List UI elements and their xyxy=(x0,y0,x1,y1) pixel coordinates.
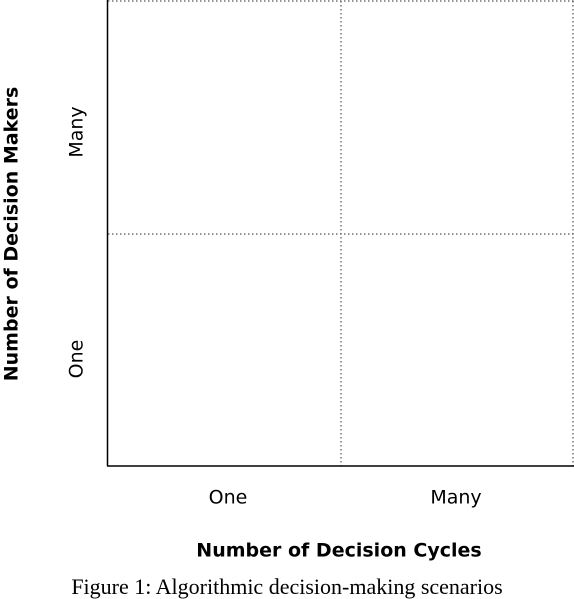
x-tick-many: Many xyxy=(430,486,482,509)
figure-caption: Figure 1: Algorithmic decision-making sc… xyxy=(71,574,503,599)
x-tick-one: One xyxy=(208,486,248,509)
y-tick-one: One xyxy=(65,339,88,379)
y-axis-title: Number of Decision Makers xyxy=(0,86,23,382)
y-tick-many: Many xyxy=(65,106,88,158)
x-axis-title: Number of Decision Cycles xyxy=(196,539,482,562)
